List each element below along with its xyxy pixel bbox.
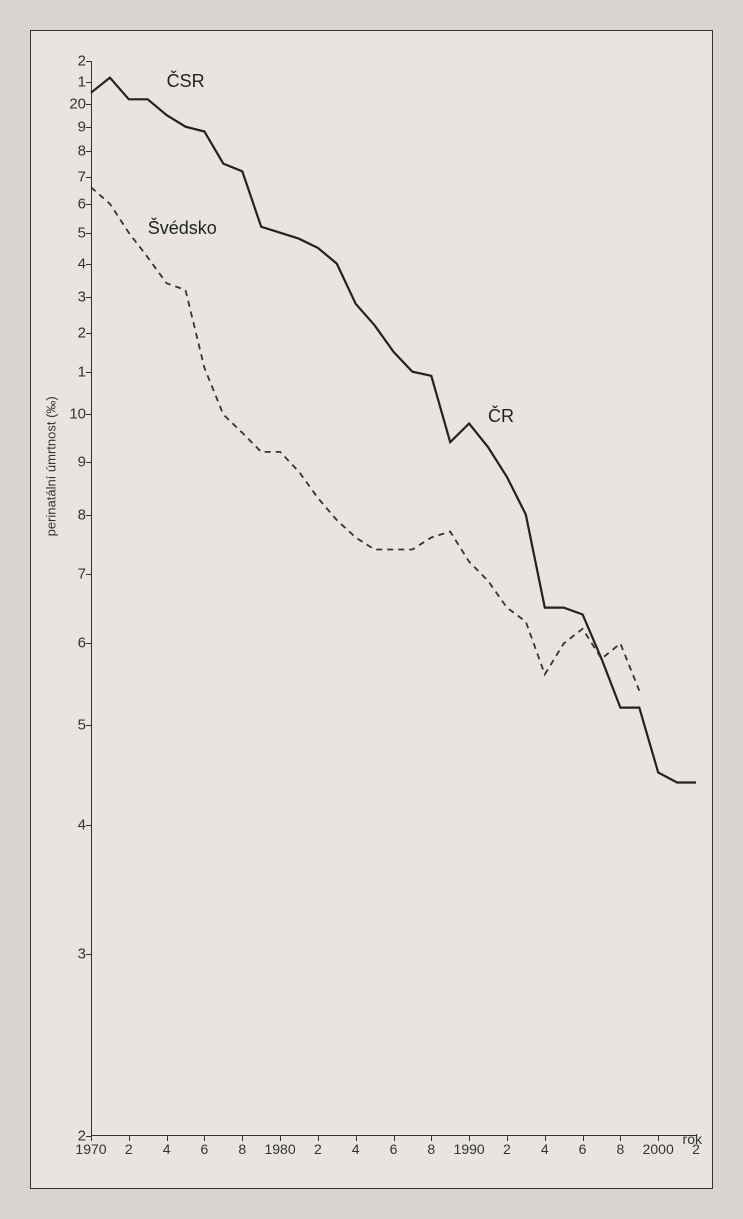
y-tick-label: 2 bbox=[46, 324, 86, 341]
y-tick-label: 6 bbox=[46, 635, 86, 652]
x-tick-label: 1980 bbox=[264, 1141, 295, 1157]
x-tick-label: 2 bbox=[503, 1141, 511, 1157]
series-line-Švédsko bbox=[91, 187, 639, 690]
y-tick bbox=[86, 104, 91, 105]
y-tick-label: 7 bbox=[46, 566, 86, 583]
y-tick-label: 5 bbox=[46, 717, 86, 734]
x-tick-label: 4 bbox=[163, 1141, 171, 1157]
y-tick bbox=[86, 462, 91, 463]
y-tick bbox=[86, 233, 91, 234]
y-tick bbox=[86, 264, 91, 265]
x-tick-label: 1970 bbox=[75, 1141, 106, 1157]
y-tick-label: 10 bbox=[46, 406, 86, 423]
y-tick bbox=[86, 954, 91, 955]
y-tick bbox=[86, 127, 91, 128]
x-tick-label: 4 bbox=[541, 1141, 549, 1157]
y-tick bbox=[86, 515, 91, 516]
x-tick-label: 2 bbox=[314, 1141, 322, 1157]
series-label-ČR: ČR bbox=[488, 406, 514, 427]
y-tick bbox=[86, 825, 91, 826]
y-tick-label: 20 bbox=[46, 95, 86, 112]
y-tick-label: 9 bbox=[46, 118, 86, 135]
x-tick-label: 1990 bbox=[454, 1141, 485, 1157]
y-tick-label: 4 bbox=[46, 255, 86, 272]
plot-area: perinatální úmrtnost (‰) 234567891012345… bbox=[91, 61, 696, 1136]
y-tick bbox=[86, 643, 91, 644]
y-tick-label: 9 bbox=[46, 453, 86, 470]
y-tick-label: 5 bbox=[46, 224, 86, 241]
y-tick bbox=[86, 574, 91, 575]
x-tick-label: 8 bbox=[616, 1141, 624, 1157]
x-tick-label: 8 bbox=[238, 1141, 246, 1157]
x-tick-label: 6 bbox=[201, 1141, 209, 1157]
y-tick bbox=[86, 82, 91, 83]
y-tick bbox=[86, 297, 91, 298]
y-tick-label: 7 bbox=[46, 168, 86, 185]
y-tick bbox=[86, 725, 91, 726]
x-tick-label: 6 bbox=[390, 1141, 398, 1157]
y-tick bbox=[86, 204, 91, 205]
chart-container: perinatální úmrtnost (‰) 234567891012345… bbox=[30, 30, 713, 1189]
x-tick-label: 2000 bbox=[643, 1141, 674, 1157]
series-label-ČSR: ČSR bbox=[167, 71, 205, 92]
y-tick-label: 3 bbox=[46, 946, 86, 963]
y-tick-label: 1 bbox=[46, 363, 86, 380]
y-tick bbox=[86, 333, 91, 334]
x-tick-label: 8 bbox=[427, 1141, 435, 1157]
x-tick-label: 4 bbox=[352, 1141, 360, 1157]
y-tick bbox=[86, 372, 91, 373]
series-line-ČSR bbox=[91, 78, 696, 783]
y-tick bbox=[86, 177, 91, 178]
y-tick-label: 4 bbox=[46, 817, 86, 834]
x-tick-label: 6 bbox=[579, 1141, 587, 1157]
y-tick-label: 1 bbox=[46, 73, 86, 90]
x-axis-title: rok bbox=[683, 1131, 702, 1147]
y-tick bbox=[86, 61, 91, 62]
y-tick-label: 8 bbox=[46, 506, 86, 523]
y-tick bbox=[86, 414, 91, 415]
y-tick-label: 2 bbox=[46, 53, 86, 70]
y-tick bbox=[86, 151, 91, 152]
x-tick-label: 2 bbox=[125, 1141, 133, 1157]
y-tick-label: 3 bbox=[46, 288, 86, 305]
y-tick-label: 6 bbox=[46, 195, 86, 212]
y-tick-label: 8 bbox=[46, 142, 86, 159]
series-label-Švédsko: Švédsko bbox=[148, 218, 217, 239]
